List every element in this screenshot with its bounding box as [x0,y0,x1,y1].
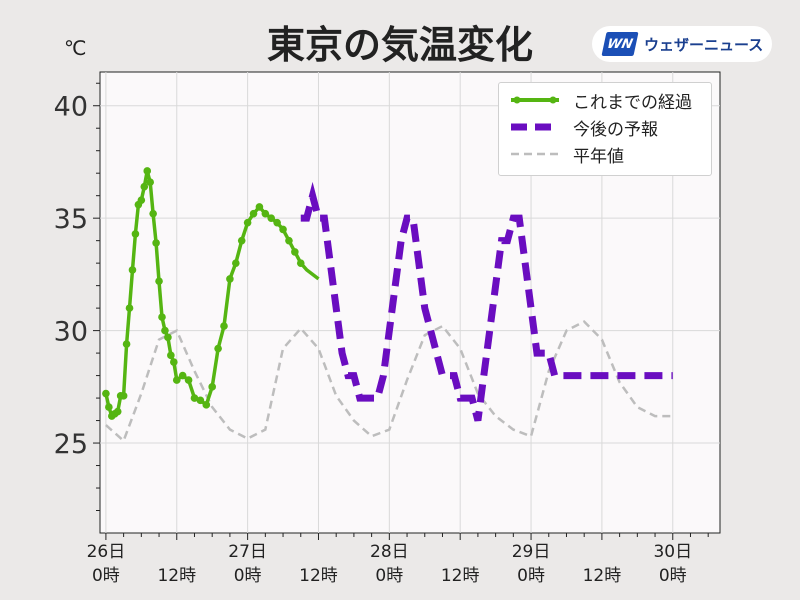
x-tick-label-hour: 12時 [583,566,622,586]
observed-point [184,376,193,384]
observed-point [267,214,276,222]
observed-point [131,230,140,238]
legend-swatch-normal [511,152,559,156]
observed-point [208,383,216,391]
legend-swatch-forecast [511,123,559,131]
weathernews-logo: WN ウェザーニュース [592,26,772,62]
observed-point [279,225,287,234]
x-tick-label-date: 26日 [87,542,126,562]
observed-point [237,236,246,245]
legend-item-normal: 平年値 [499,141,711,167]
x-tick-label-date: 29日 [512,542,551,562]
x-tick-label-hour: 0時 [659,566,687,586]
x-tick-label-hour: 0時 [375,566,403,586]
chart-title: 東京の気温変化 [266,23,533,67]
observed-point [214,344,222,353]
observed-point [190,394,199,402]
x-tick-label-date: 30日 [653,542,692,562]
x-tick-label-hour: 0時 [234,566,262,586]
x-tick-label-hour: 12時 [299,566,338,586]
observed-point [158,313,166,321]
x-tick-label-hour: 12時 [441,566,480,586]
observed-point [146,178,154,186]
legend-label-forecast: 今後の予報 [573,119,658,140]
y-tick-label: 35 [54,204,88,235]
observed-point [202,401,211,409]
observed-point [102,389,110,398]
observed-point [178,371,187,380]
observed-point [140,182,149,191]
observed-point [113,407,122,416]
observed-point [137,196,146,204]
observed-point [119,392,128,400]
chart-legend: これまでの経過 今後の予報 平年値 [498,82,712,176]
observed-point [296,259,305,267]
observed-point [243,218,252,227]
observed-point [172,376,181,384]
legend-item-forecast: 今後の予報 [499,114,711,140]
observed-point [149,209,157,218]
x-tick-label-hour: 0時 [517,566,545,586]
legend-item-observed: これまでの経過 [499,87,711,113]
observed-point [285,236,293,245]
observed-point [122,340,131,348]
legend-label-observed: これまでの経過 [573,92,692,113]
x-tick-label-hour: 12時 [157,566,196,586]
legend-label-normal: 平年値 [573,146,624,167]
observed-point [291,248,299,256]
logo-text: ウェザーニュース [644,35,764,54]
y-tick-label: 30 [54,317,88,348]
observed-point [196,396,205,405]
observed-point [220,322,228,330]
observed-point [143,167,152,175]
y-axis-unit: ℃ [64,36,87,60]
observed-point [170,358,178,366]
observed-point [232,259,240,267]
observed-point [161,326,169,335]
series-line-forecast [300,181,673,422]
observed-point [273,218,281,227]
observed-point [164,333,172,342]
observed-point [152,239,160,247]
observed-point [125,304,134,312]
x-tick-label-hour: 0時 [92,566,120,586]
observed-point [155,277,163,285]
observed-point [249,209,258,218]
observed-point [105,403,113,411]
x-tick-label-date: 27日 [228,542,267,562]
x-tick-label-date: 28日 [370,542,409,562]
y-tick-label: 25 [54,429,88,460]
y-tick-label: 40 [54,92,88,123]
observed-point [128,266,137,274]
series-line-normal [105,320,673,443]
observed-point [167,351,175,360]
observed-point [226,275,234,283]
observed-point [255,203,264,211]
legend-swatch-observed [511,96,559,104]
observed-point [261,209,270,218]
